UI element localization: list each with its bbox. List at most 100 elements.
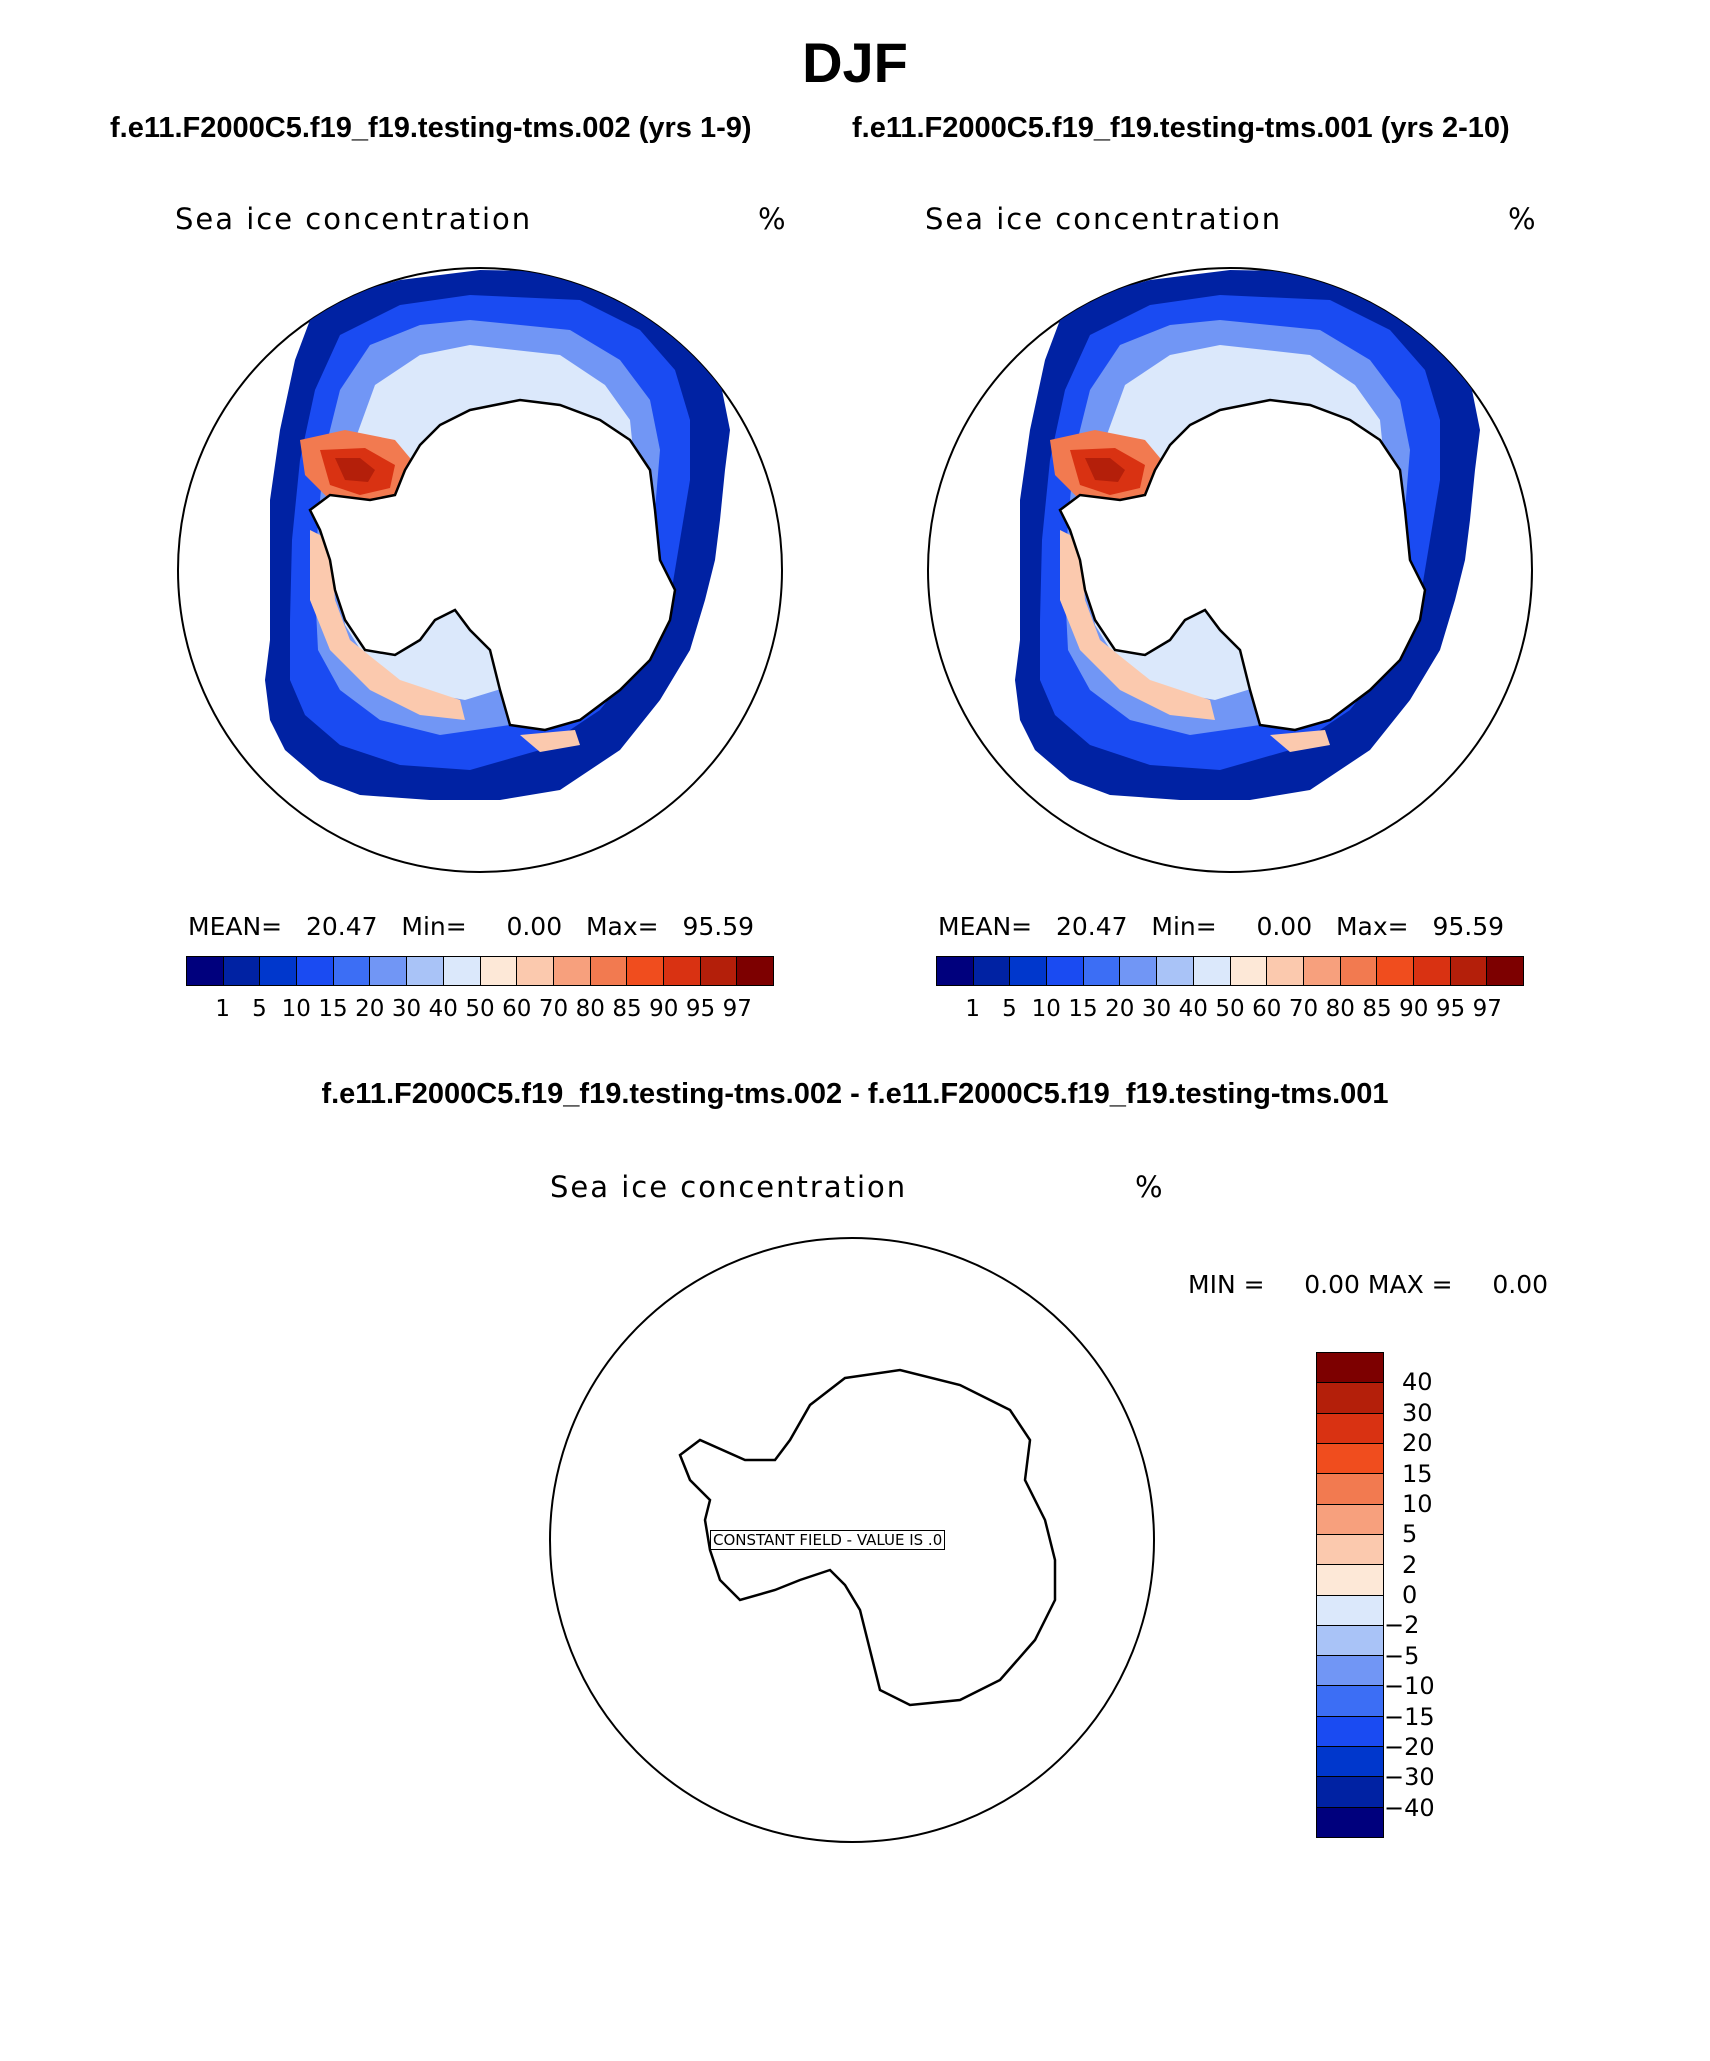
diff-colorbar-tick-label: 30 (1402, 1398, 1433, 1427)
diff-colorbar-cell (1317, 1807, 1383, 1837)
right-map (927, 267, 1533, 873)
diff-colorbar-cell (1317, 1443, 1383, 1475)
diff-constant-field-label: CONSTANT FIELD - VALUE IS .0 (710, 1530, 946, 1550)
left-colorbar-tick-label: 90 (649, 996, 679, 1022)
right-colorbar-cell (1487, 957, 1523, 985)
right-colorbar-tick-label: 60 (1252, 996, 1282, 1022)
right-colorbar-cell (1120, 957, 1158, 985)
left-colorbar-cell (700, 957, 738, 985)
right-units-label: % (1508, 202, 1538, 236)
right-colorbar-tick-label: 30 (1141, 996, 1172, 1022)
right-colorbar-tick-label: 95 (1435, 996, 1466, 1022)
diff-colorbar-cell (1317, 1504, 1383, 1535)
right-stats: MEAN= 20.47 Min= 0.00 Max= 95.59 (938, 912, 1505, 941)
left-colorbar-tick-label: 30 (391, 996, 422, 1022)
diff-colorbar-tick-label: 0 (1402, 1581, 1418, 1609)
diff-colorbar-cell (1317, 1656, 1383, 1687)
right-colorbar-cell (1267, 957, 1304, 985)
left-colorbar-cell (370, 957, 408, 985)
left-colorbar-tick-label: 10 (281, 996, 311, 1022)
left-colorbar-cell (260, 957, 298, 985)
diff-colorbar-tick-label: −40 (1384, 1793, 1435, 1822)
right-weddell-max (1085, 458, 1125, 482)
right-colorbar-cell (1377, 957, 1414, 985)
diff-colorbar (1316, 1352, 1384, 1838)
diff-colorbar-cell (1317, 1383, 1383, 1414)
right-ross-patch (1270, 730, 1330, 752)
diff-colorbar-tick-label: −2 (1384, 1611, 1420, 1640)
diff-colorbar-tick-label: 40 (1402, 1368, 1433, 1397)
right-colorbar-tick-label: 5 (1002, 996, 1017, 1022)
left-colorbar-tick-label: 15 (318, 996, 348, 1022)
diff-colorbar-cell (1317, 1686, 1383, 1717)
diff-colorbar-cell (1317, 1534, 1383, 1566)
diff-colorbar-cell (1317, 1747, 1383, 1778)
left-antarctica-coast (308, 398, 677, 732)
page-title: DJF (802, 31, 908, 94)
diff-colorbar-tick-label: 15 (1402, 1459, 1433, 1488)
diff-units-label: % (1135, 1170, 1165, 1204)
diff-colorbar-tick-label: −5 (1384, 1641, 1420, 1670)
right-colorbar-tick-label: 15 (1068, 996, 1098, 1022)
right-variable-label: Sea ice concentration (925, 202, 1283, 236)
right-colorbar-tick-label: 50 (1215, 996, 1245, 1022)
right-colorbar-tick-label: 70 (1288, 996, 1319, 1022)
left-map (177, 267, 783, 873)
diff-colorbar-tick-label: −30 (1384, 1763, 1435, 1792)
right-colorbar-tick-label: 20 (1105, 996, 1135, 1022)
right-colorbar-cell (1157, 957, 1194, 985)
left-colorbar-tick-label: 40 (428, 996, 458, 1022)
left-colorbar-cell (443, 957, 481, 985)
right-panel: Sea ice concentration % MEAN= 20.47 Min=… (0, 0, 1536, 1022)
right-colorbar-cell (1010, 957, 1048, 985)
diff-colorbar-tick-label: −20 (1384, 1732, 1435, 1761)
right-colorbar-cell (1413, 957, 1451, 985)
diff-colorbar-cell (1317, 1777, 1383, 1808)
right-colorbar-cell (1193, 957, 1231, 985)
right-colorbar-cell (1303, 957, 1341, 985)
left-colorbar (186, 956, 774, 986)
left-colorbar-cell (517, 957, 554, 985)
diff-variable-label: Sea ice concentration (550, 1170, 908, 1204)
left-ross-patch (520, 730, 580, 752)
left-panel: Sea ice concentration % MEAN= 20.47 Min=… (0, 0, 786, 1022)
left-colorbar-cell (407, 957, 444, 985)
diff-colorbar-tick-label: −10 (1384, 1672, 1435, 1701)
left-colorbar-cell (627, 957, 664, 985)
left-colorbar-tick-label: 80 (575, 996, 605, 1022)
right-colorbar-cell (937, 957, 974, 985)
right-colorbar-cell (1340, 957, 1378, 985)
diff-colorbar-cell (1317, 1716, 1383, 1748)
left-colorbar-cell (333, 957, 371, 985)
left-colorbar-tick-label: 50 (465, 996, 495, 1022)
left-colorbar-tick-label: 95 (685, 996, 716, 1022)
left-weddell-max (335, 458, 375, 482)
left-colorbar-cell (297, 957, 334, 985)
left-units-label: % (758, 202, 788, 236)
diff-stats: MIN = 0.00 MAX = 0.00 (1188, 1270, 1549, 1299)
right-run-title: f.e11.F2000C5.f19_f19.testing-tms.001 (y… (852, 112, 1510, 144)
diff-colorbar-tick-label: 5 (1402, 1520, 1418, 1549)
right-colorbar-tick-label: 80 (1325, 996, 1355, 1022)
right-colorbar-tick-label: 10 (1031, 996, 1061, 1022)
left-colorbar-cell (737, 957, 773, 985)
right-colorbar-tick-label: 85 (1362, 996, 1392, 1022)
diff-colorbar-cell (1317, 1474, 1383, 1505)
diff-colorbar-tick-label: 2 (1402, 1550, 1418, 1579)
diff-colorbar-ticks: 40 30 20 15 10 5 2 0 −2 −5 −10 −15 −20 −30 −40 (1384, 1352, 1474, 1838)
right-colorbar-cell (1083, 957, 1121, 985)
left-colorbar-cell (553, 957, 591, 985)
left-colorbar-tick-label: 70 (538, 996, 569, 1022)
left-colorbar-cell (223, 957, 261, 985)
diff-title: f.e11.F2000C5.f19_f19.testing-tms.002 - … (321, 1078, 1389, 1110)
left-colorbar-tick-label: 97 (722, 996, 752, 1022)
diff-colorbar-tick-label: −15 (1384, 1702, 1435, 1731)
left-colorbar-cell (590, 957, 628, 985)
left-colorbar-cell (187, 957, 224, 985)
right-colorbar-cell (1047, 957, 1084, 985)
right-antarctica-coast (1058, 398, 1427, 732)
right-colorbar-cell (1230, 957, 1268, 985)
right-colorbar-tick-label: 1 (965, 996, 981, 1022)
right-colorbar-tick-label: 40 (1178, 996, 1208, 1022)
left-colorbar-tick-label: 5 (252, 996, 267, 1022)
